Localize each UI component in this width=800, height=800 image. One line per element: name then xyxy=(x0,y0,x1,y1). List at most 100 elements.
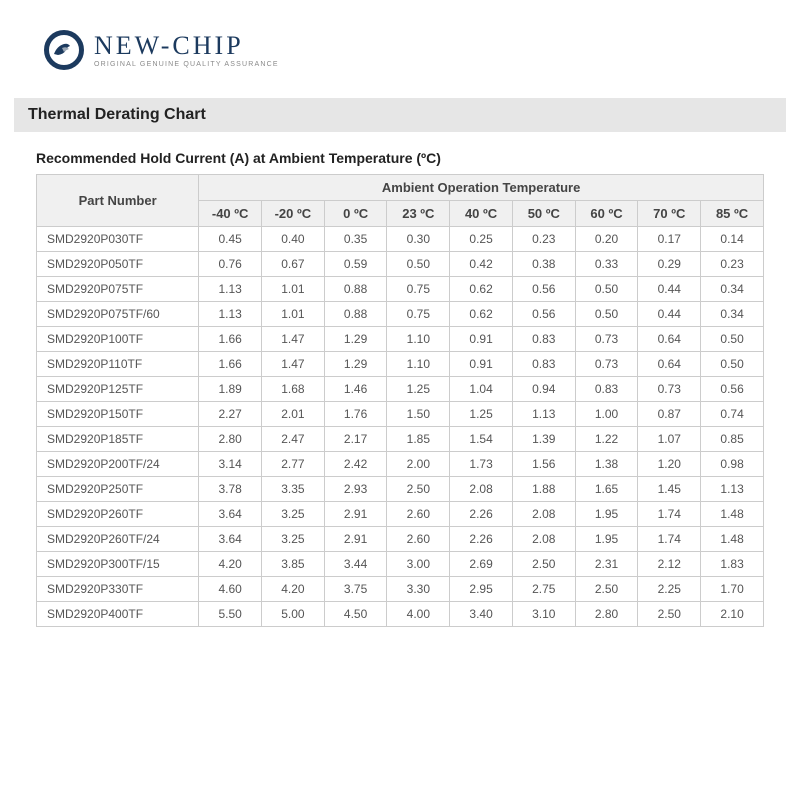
value-cell: 0.73 xyxy=(575,327,638,352)
table-row: SMD2920P125TF1.891.681.461.251.040.940.8… xyxy=(37,377,764,402)
value-cell: 1.13 xyxy=(199,277,262,302)
value-cell: 2.47 xyxy=(262,427,325,452)
value-cell: 2.25 xyxy=(638,577,701,602)
value-cell: 1.74 xyxy=(638,527,701,552)
value-cell: 0.34 xyxy=(701,277,764,302)
value-cell: 1.56 xyxy=(512,452,575,477)
value-cell: 1.20 xyxy=(638,452,701,477)
value-cell: 2.31 xyxy=(575,552,638,577)
part-number-cell: SMD2920P330TF xyxy=(37,577,199,602)
value-cell: 0.40 xyxy=(262,227,325,252)
value-cell: 0.83 xyxy=(575,377,638,402)
value-cell: 1.38 xyxy=(575,452,638,477)
value-cell: 3.25 xyxy=(262,502,325,527)
value-cell: 2.91 xyxy=(324,502,387,527)
value-cell: 0.29 xyxy=(638,252,701,277)
value-cell: 0.75 xyxy=(387,277,450,302)
value-cell: 1.83 xyxy=(701,552,764,577)
value-cell: 2.27 xyxy=(199,402,262,427)
value-cell: 0.50 xyxy=(575,277,638,302)
value-cell: 1.29 xyxy=(324,327,387,352)
part-number-cell: SMD2920P250TF xyxy=(37,477,199,502)
value-cell: 1.48 xyxy=(701,527,764,552)
value-cell: 2.08 xyxy=(512,502,575,527)
value-cell: 0.50 xyxy=(575,302,638,327)
derating-table: Part Number Ambient Operation Temperatur… xyxy=(36,174,764,627)
value-cell: 2.91 xyxy=(324,527,387,552)
value-cell: 3.85 xyxy=(262,552,325,577)
value-cell: 3.25 xyxy=(262,527,325,552)
table-row: SMD2920P260TF3.643.252.912.602.262.081.9… xyxy=(37,502,764,527)
value-cell: 0.59 xyxy=(324,252,387,277)
value-cell: 1.13 xyxy=(512,402,575,427)
value-cell: 3.75 xyxy=(324,577,387,602)
value-cell: 1.04 xyxy=(450,377,513,402)
header-temp-8: 85 ºC xyxy=(701,201,764,227)
part-number-cell: SMD2920P030TF xyxy=(37,227,199,252)
value-cell: 0.67 xyxy=(262,252,325,277)
value-cell: 2.50 xyxy=(387,477,450,502)
logo-name: NEW-CHIP xyxy=(94,33,279,59)
part-number-cell: SMD2920P150TF xyxy=(37,402,199,427)
value-cell: 0.73 xyxy=(638,377,701,402)
header-part-number: Part Number xyxy=(37,175,199,227)
table-row: SMD2920P050TF0.760.670.590.500.420.380.3… xyxy=(37,252,764,277)
value-cell: 0.76 xyxy=(199,252,262,277)
value-cell: 1.10 xyxy=(387,327,450,352)
value-cell: 4.20 xyxy=(199,552,262,577)
logo-text: NEW-CHIP ORIGINAL GENUINE QUALITY ASSURA… xyxy=(94,33,279,68)
value-cell: 2.08 xyxy=(512,527,575,552)
section-title: Thermal Derating Chart xyxy=(14,98,786,132)
part-number-cell: SMD2920P110TF xyxy=(37,352,199,377)
value-cell: 0.50 xyxy=(701,327,764,352)
value-cell: 1.85 xyxy=(387,427,450,452)
logo-area: NEW-CHIP ORIGINAL GENUINE QUALITY ASSURA… xyxy=(0,0,800,92)
part-number-cell: SMD2920P260TF/24 xyxy=(37,527,199,552)
value-cell: 4.00 xyxy=(387,602,450,627)
value-cell: 0.87 xyxy=(638,402,701,427)
value-cell: 0.50 xyxy=(387,252,450,277)
value-cell: 1.47 xyxy=(262,327,325,352)
header-temp-0: -40 ºC xyxy=(199,201,262,227)
value-cell: 0.85 xyxy=(701,427,764,452)
value-cell: 0.30 xyxy=(387,227,450,252)
value-cell: 2.50 xyxy=(638,602,701,627)
value-cell: 2.80 xyxy=(575,602,638,627)
value-cell: 2.50 xyxy=(512,552,575,577)
value-cell: 4.50 xyxy=(324,602,387,627)
logo-tagline: ORIGINAL GENUINE QUALITY ASSURANCE xyxy=(94,61,279,68)
value-cell: 2.95 xyxy=(450,577,513,602)
value-cell: 1.54 xyxy=(450,427,513,452)
value-cell: 0.64 xyxy=(638,352,701,377)
value-cell: 0.62 xyxy=(450,302,513,327)
value-cell: 2.26 xyxy=(450,527,513,552)
table-row: SMD2920P300TF/154.203.853.443.002.692.50… xyxy=(37,552,764,577)
value-cell: 0.91 xyxy=(450,352,513,377)
value-cell: 3.64 xyxy=(199,502,262,527)
part-number-cell: SMD2920P185TF xyxy=(37,427,199,452)
value-cell: 0.83 xyxy=(512,327,575,352)
table-row: SMD2920P400TF5.505.004.504.003.403.102.8… xyxy=(37,602,764,627)
part-number-cell: SMD2920P300TF/15 xyxy=(37,552,199,577)
value-cell: 0.33 xyxy=(575,252,638,277)
value-cell: 3.78 xyxy=(199,477,262,502)
value-cell: 0.74 xyxy=(701,402,764,427)
value-cell: 1.10 xyxy=(387,352,450,377)
value-cell: 1.68 xyxy=(262,377,325,402)
value-cell: 1.47 xyxy=(262,352,325,377)
part-number-cell: SMD2920P075TF/60 xyxy=(37,302,199,327)
value-cell: 0.44 xyxy=(638,302,701,327)
table-row: SMD2920P110TF1.661.471.291.100.910.830.7… xyxy=(37,352,764,377)
part-number-cell: SMD2920P100TF xyxy=(37,327,199,352)
value-cell: 2.77 xyxy=(262,452,325,477)
value-cell: 1.01 xyxy=(262,302,325,327)
table-row: SMD2920P100TF1.661.471.291.100.910.830.7… xyxy=(37,327,764,352)
value-cell: 0.56 xyxy=(512,302,575,327)
value-cell: 2.01 xyxy=(262,402,325,427)
value-cell: 1.73 xyxy=(450,452,513,477)
value-cell: 0.44 xyxy=(638,277,701,302)
value-cell: 1.01 xyxy=(262,277,325,302)
value-cell: 1.65 xyxy=(575,477,638,502)
value-cell: 1.88 xyxy=(512,477,575,502)
value-cell: 2.10 xyxy=(701,602,764,627)
